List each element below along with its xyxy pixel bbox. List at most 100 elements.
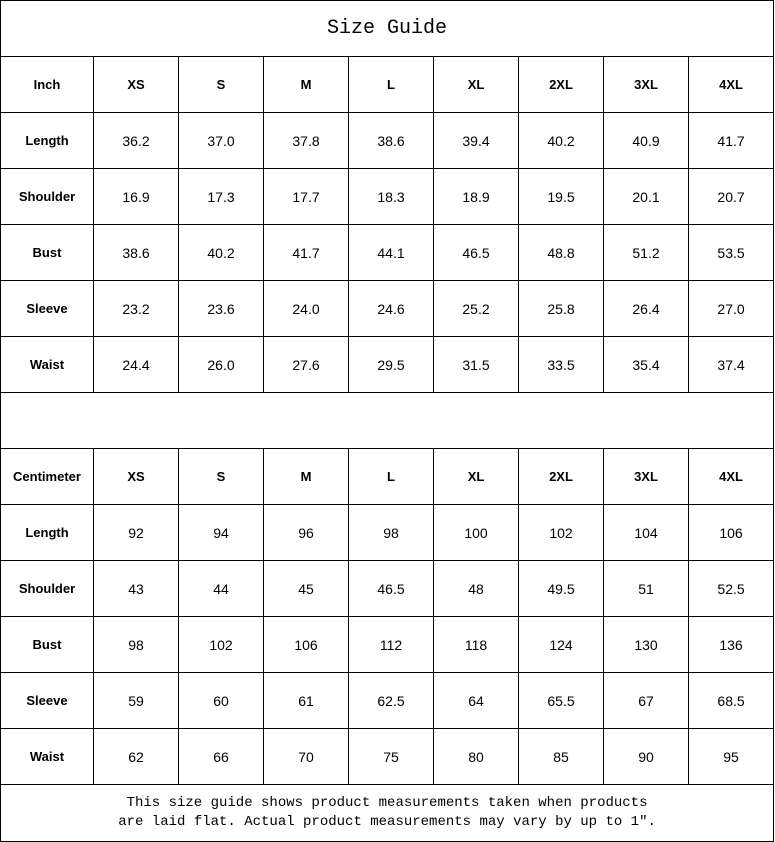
measurement-value: 23.6 [178, 280, 264, 337]
measurement-value: 20.1 [603, 168, 689, 225]
measurement-value: 61 [263, 672, 349, 729]
size-header: M [263, 448, 349, 505]
measurement-value: 44.1 [348, 224, 434, 281]
size-header: XS [93, 448, 179, 505]
measurement-value: 37.8 [263, 112, 349, 169]
size-header: XS [93, 56, 179, 113]
measurement-value: 17.7 [263, 168, 349, 225]
table-row: Length 92 94 96 98 100 102 104 106 [0, 504, 775, 561]
table-row: Length 36.2 37.0 37.8 38.6 39.4 40.2 40.9 41.7 [0, 112, 775, 169]
measurement-value: 85 [518, 728, 604, 785]
measurement-value: 75 [348, 728, 434, 785]
measurement-value: 40.2 [518, 112, 604, 169]
spacer-cell [0, 392, 775, 449]
measurement-value: 24.4 [93, 336, 179, 393]
measurement-value: 24.0 [263, 280, 349, 337]
measurement-value: 29.5 [348, 336, 434, 393]
size-note: This size guide shows product measuremen… [0, 784, 775, 842]
measurement-value: 100 [433, 504, 519, 561]
measurement-value: 65.5 [518, 672, 604, 729]
measurement-value: 36.2 [93, 112, 179, 169]
measurement-value: 53.5 [687, 224, 775, 281]
measurement-value: 62 [93, 728, 179, 785]
measurement-value: 95 [687, 728, 775, 785]
measurement-value: 31.5 [433, 336, 519, 393]
measurement-value: 70 [263, 728, 349, 785]
table-row: Shoulder 16.9 17.3 17.7 18.3 18.9 19.5 20.1 20.7 [0, 168, 775, 225]
measurement-value: 46.5 [348, 560, 434, 617]
measurement-value: 33.5 [518, 336, 604, 393]
table-row: Sleeve 59 60 61 62.5 64 65.5 67 68.5 [0, 672, 775, 729]
table-row: Waist 62 66 70 75 80 85 90 95 [0, 728, 775, 785]
size-header: S [178, 56, 264, 113]
size-header: M [263, 56, 349, 113]
measurement-value: 112 [348, 616, 434, 673]
measurement-value: 20.7 [687, 168, 775, 225]
measurement-value: 46.5 [433, 224, 519, 281]
measurement-value: 48.8 [518, 224, 604, 281]
measurement-value: 130 [603, 616, 689, 673]
measurement-value: 17.3 [178, 168, 264, 225]
measurement-label: Waist [0, 336, 94, 393]
measurement-value: 41.7 [687, 112, 775, 169]
size-header: 3XL [603, 56, 689, 113]
measurement-value: 25.2 [433, 280, 519, 337]
table-row: Shoulder 43 44 45 46.5 48 49.5 51 52.5 [0, 560, 775, 617]
measurement-value: 80 [433, 728, 519, 785]
measurement-value: 92 [93, 504, 179, 561]
measurement-value: 60 [178, 672, 264, 729]
size-header: 2XL [518, 448, 604, 505]
measurement-value: 24.6 [348, 280, 434, 337]
measurement-value: 96 [263, 504, 349, 561]
measurement-value: 45 [263, 560, 349, 617]
measurement-value: 104 [603, 504, 689, 561]
note-row: This size guide shows product measuremen… [0, 784, 775, 842]
measurement-value: 118 [433, 616, 519, 673]
size-header: 3XL [603, 448, 689, 505]
measurement-label: Sleeve [0, 672, 94, 729]
measurement-value: 43 [93, 560, 179, 617]
note-line-1: This size guide shows product measuremen… [126, 795, 648, 811]
measurement-value: 48 [433, 560, 519, 617]
size-header: 4XL [687, 56, 775, 113]
measurement-label: Waist [0, 728, 94, 785]
size-header: XL [433, 56, 519, 113]
measurement-value: 38.6 [348, 112, 434, 169]
measurement-value: 68.5 [687, 672, 775, 729]
size-header: 4XL [687, 448, 775, 505]
measurement-value: 27.6 [263, 336, 349, 393]
measurement-value: 94 [178, 504, 264, 561]
measurement-label: Bust [0, 224, 94, 281]
size-header: L [348, 56, 434, 113]
measurement-value: 102 [178, 616, 264, 673]
table-row: Sleeve 23.2 23.6 24.0 24.6 25.2 25.8 26.4 27.0 [0, 280, 775, 337]
measurement-value: 26.4 [603, 280, 689, 337]
size-header: XL [433, 448, 519, 505]
measurement-value: 64 [433, 672, 519, 729]
measurement-label: Shoulder [0, 560, 94, 617]
measurement-value: 66 [178, 728, 264, 785]
measurement-value: 124 [518, 616, 604, 673]
measurement-value: 59 [93, 672, 179, 729]
measurement-value: 106 [263, 616, 349, 673]
measurement-value: 39.4 [433, 112, 519, 169]
unit-label: Inch [0, 56, 94, 113]
table-row: Bust 98 102 106 112 118 124 130 136 [0, 616, 775, 673]
measurement-value: 51.2 [603, 224, 689, 281]
measurement-value: 136 [687, 616, 775, 673]
measurement-label: Bust [0, 616, 94, 673]
measurement-value: 44 [178, 560, 264, 617]
measurement-label: Length [0, 504, 94, 561]
measurement-value: 67 [603, 672, 689, 729]
cm-header-row: Centimeter XS S M L XL 2XL 3XL 4XL [0, 448, 775, 505]
size-header: L [348, 448, 434, 505]
measurement-value: 37.4 [687, 336, 775, 393]
measurement-value: 40.2 [178, 224, 264, 281]
measurement-value: 98 [348, 504, 434, 561]
measurement-value: 16.9 [93, 168, 179, 225]
measurement-value: 25.8 [518, 280, 604, 337]
measurement-value: 106 [687, 504, 775, 561]
measurement-value: 51 [603, 560, 689, 617]
measurement-value: 102 [518, 504, 604, 561]
